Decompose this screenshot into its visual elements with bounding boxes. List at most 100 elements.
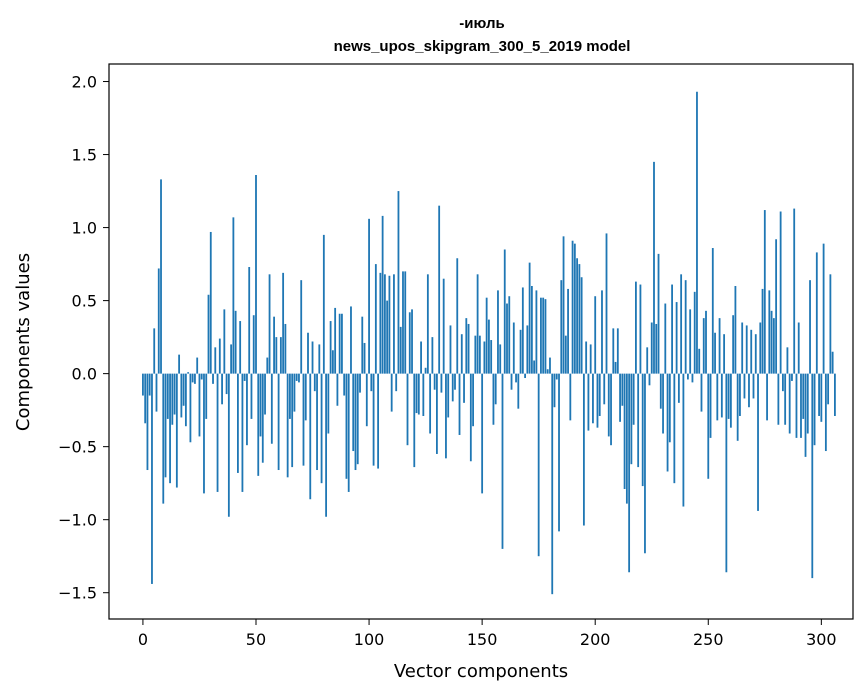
bar-295 — [809, 280, 811, 374]
bar-12 — [169, 373, 171, 484]
bar-212 — [621, 373, 624, 406]
bar-290 — [797, 322, 800, 374]
bar-148 — [476, 274, 479, 374]
bar-136 — [449, 325, 452, 374]
bar-221 — [641, 373, 644, 487]
bar-286 — [788, 373, 791, 434]
bar-123 — [420, 341, 422, 374]
bar-16 — [178, 354, 181, 374]
bar-26 — [200, 373, 203, 380]
bar-90 — [345, 373, 348, 479]
bar-105 — [379, 272, 382, 374]
bar-145 — [469, 373, 472, 462]
bar-261 — [732, 315, 735, 374]
bar-306 — [834, 373, 836, 416]
bar-10 — [164, 373, 167, 478]
bar-250 — [707, 373, 710, 479]
bar-242 — [689, 309, 692, 374]
bar-68 — [295, 373, 298, 381]
bar-132 — [440, 373, 443, 393]
bar-252 — [711, 248, 714, 374]
bar-125 — [424, 367, 427, 374]
bar-156 — [494, 373, 497, 405]
bar-44 — [241, 373, 244, 492]
x-tick-label: 100 — [354, 630, 385, 649]
bar-256 — [720, 373, 723, 418]
bar-211 — [619, 373, 621, 422]
bar-300 — [820, 373, 823, 422]
bar-73 — [307, 332, 309, 374]
y-tick-label: −1.5 — [58, 584, 97, 603]
bar-70 — [300, 280, 303, 374]
bar-240 — [684, 280, 687, 374]
bar-229 — [659, 373, 662, 409]
bar-210 — [616, 328, 619, 374]
bar-298 — [815, 252, 818, 374]
bar-31 — [212, 373, 214, 384]
bar-65 — [289, 373, 291, 419]
bar-255 — [718, 318, 721, 374]
bar-199 — [592, 373, 594, 424]
bar-251 — [709, 373, 712, 438]
bar-82 — [327, 373, 330, 434]
bar-142 — [463, 373, 465, 403]
x-axis-ticks: 0 50 100 150 200 250 300 — [138, 619, 837, 649]
bar-21 — [189, 373, 192, 443]
bar-36 — [223, 309, 226, 374]
bar-297 — [813, 373, 816, 446]
bar-93 — [352, 373, 355, 452]
bar-13 — [171, 373, 174, 425]
bar-85 — [334, 307, 337, 374]
bar-230 — [662, 373, 664, 434]
y-tick-label: −0.5 — [58, 438, 97, 457]
bar-232 — [666, 373, 669, 472]
bar-228 — [657, 253, 660, 374]
plot-frame — [108, 63, 854, 620]
bar-29 — [207, 294, 210, 374]
bar-157 — [497, 290, 499, 374]
bar-205 — [605, 233, 608, 374]
bar-151 — [483, 341, 486, 374]
bar-163 — [510, 373, 513, 390]
bar-235 — [673, 373, 676, 484]
bar-14 — [173, 373, 176, 415]
bar-280 — [775, 239, 778, 374]
bar-28 — [205, 373, 208, 419]
bar-141 — [460, 334, 463, 374]
bar-164 — [512, 322, 515, 374]
bar-161 — [506, 303, 508, 374]
bar-236 — [675, 302, 678, 374]
bar-66 — [291, 373, 294, 468]
bar-11 — [166, 373, 169, 419]
bar-249 — [705, 310, 707, 374]
bar-60 — [277, 373, 280, 471]
bar-194 — [580, 277, 583, 374]
bar-63 — [284, 323, 287, 374]
bar-58 — [273, 316, 275, 374]
bar-294 — [806, 373, 809, 434]
bar-202 — [598, 373, 601, 416]
bar-281 — [777, 373, 780, 425]
bar-305 — [831, 351, 834, 374]
bar-72 — [304, 373, 307, 421]
bar-299 — [818, 373, 820, 416]
bar-282 — [779, 211, 782, 374]
bar-55 — [266, 357, 269, 374]
bar-138 — [454, 373, 456, 390]
bar-214 — [625, 373, 628, 504]
y-tick-label: 1.5 — [72, 146, 97, 165]
bar-59 — [275, 337, 278, 374]
bar-33 — [216, 373, 219, 492]
bar-32 — [214, 347, 217, 374]
bar-226 — [653, 161, 655, 374]
bar-203 — [601, 290, 603, 374]
bar-159 — [501, 373, 504, 549]
bar-108 — [386, 300, 389, 374]
bar-172 — [530, 286, 533, 374]
bar-122 — [417, 373, 420, 415]
bar-54 — [264, 373, 266, 415]
bar-227 — [655, 323, 658, 374]
bar-18 — [182, 373, 185, 406]
bar-80 — [322, 234, 325, 374]
